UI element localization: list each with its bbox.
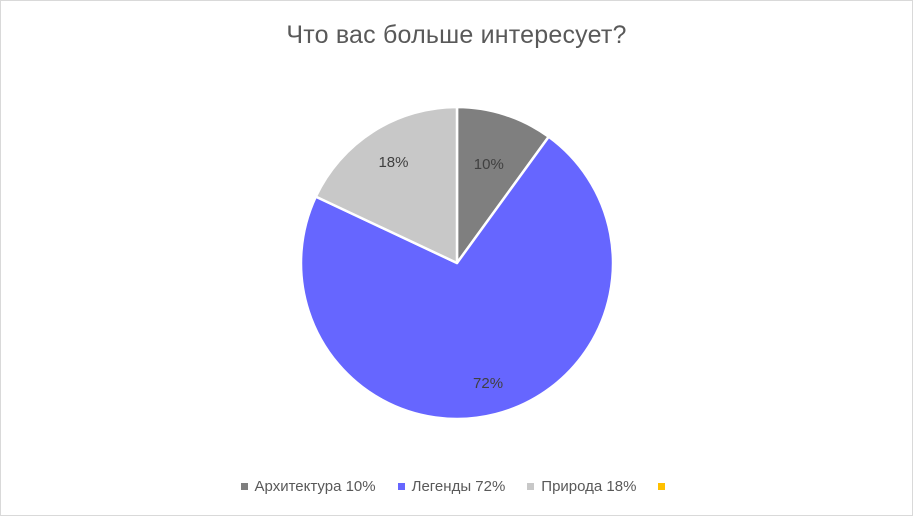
data-label-1: 10% — [474, 156, 504, 173]
data-label-3: 18% — [378, 154, 408, 171]
pie-slice-3 — [314, 105, 459, 265]
legend-item-1: Архитектура 10% — [240, 478, 376, 495]
legend-item-4 — [658, 483, 672, 490]
legend-label-2: Легенды 72% — [411, 478, 506, 495]
pie-slice-2 — [299, 135, 615, 421]
legend-label-1: Архитектура 10% — [254, 478, 376, 495]
legend-swatch-3 — [527, 483, 535, 490]
data-label-2: 72% — [473, 375, 503, 392]
legend-swatch-1 — [240, 483, 248, 490]
legend-item-3: Природа 18% — [527, 478, 636, 495]
chart-legend: Архитектура 10% Легенды 72% Природа 18% — [1, 478, 912, 495]
chart-title: Что вас больше интересует? — [286, 21, 627, 49]
pie-slice-1 — [455, 105, 550, 265]
legend-swatch-4 — [658, 483, 666, 490]
legend-label-3: Природа 18% — [541, 478, 637, 495]
legend-item-2: Легенды 72% — [397, 478, 506, 495]
legend-swatch-2 — [397, 483, 405, 490]
